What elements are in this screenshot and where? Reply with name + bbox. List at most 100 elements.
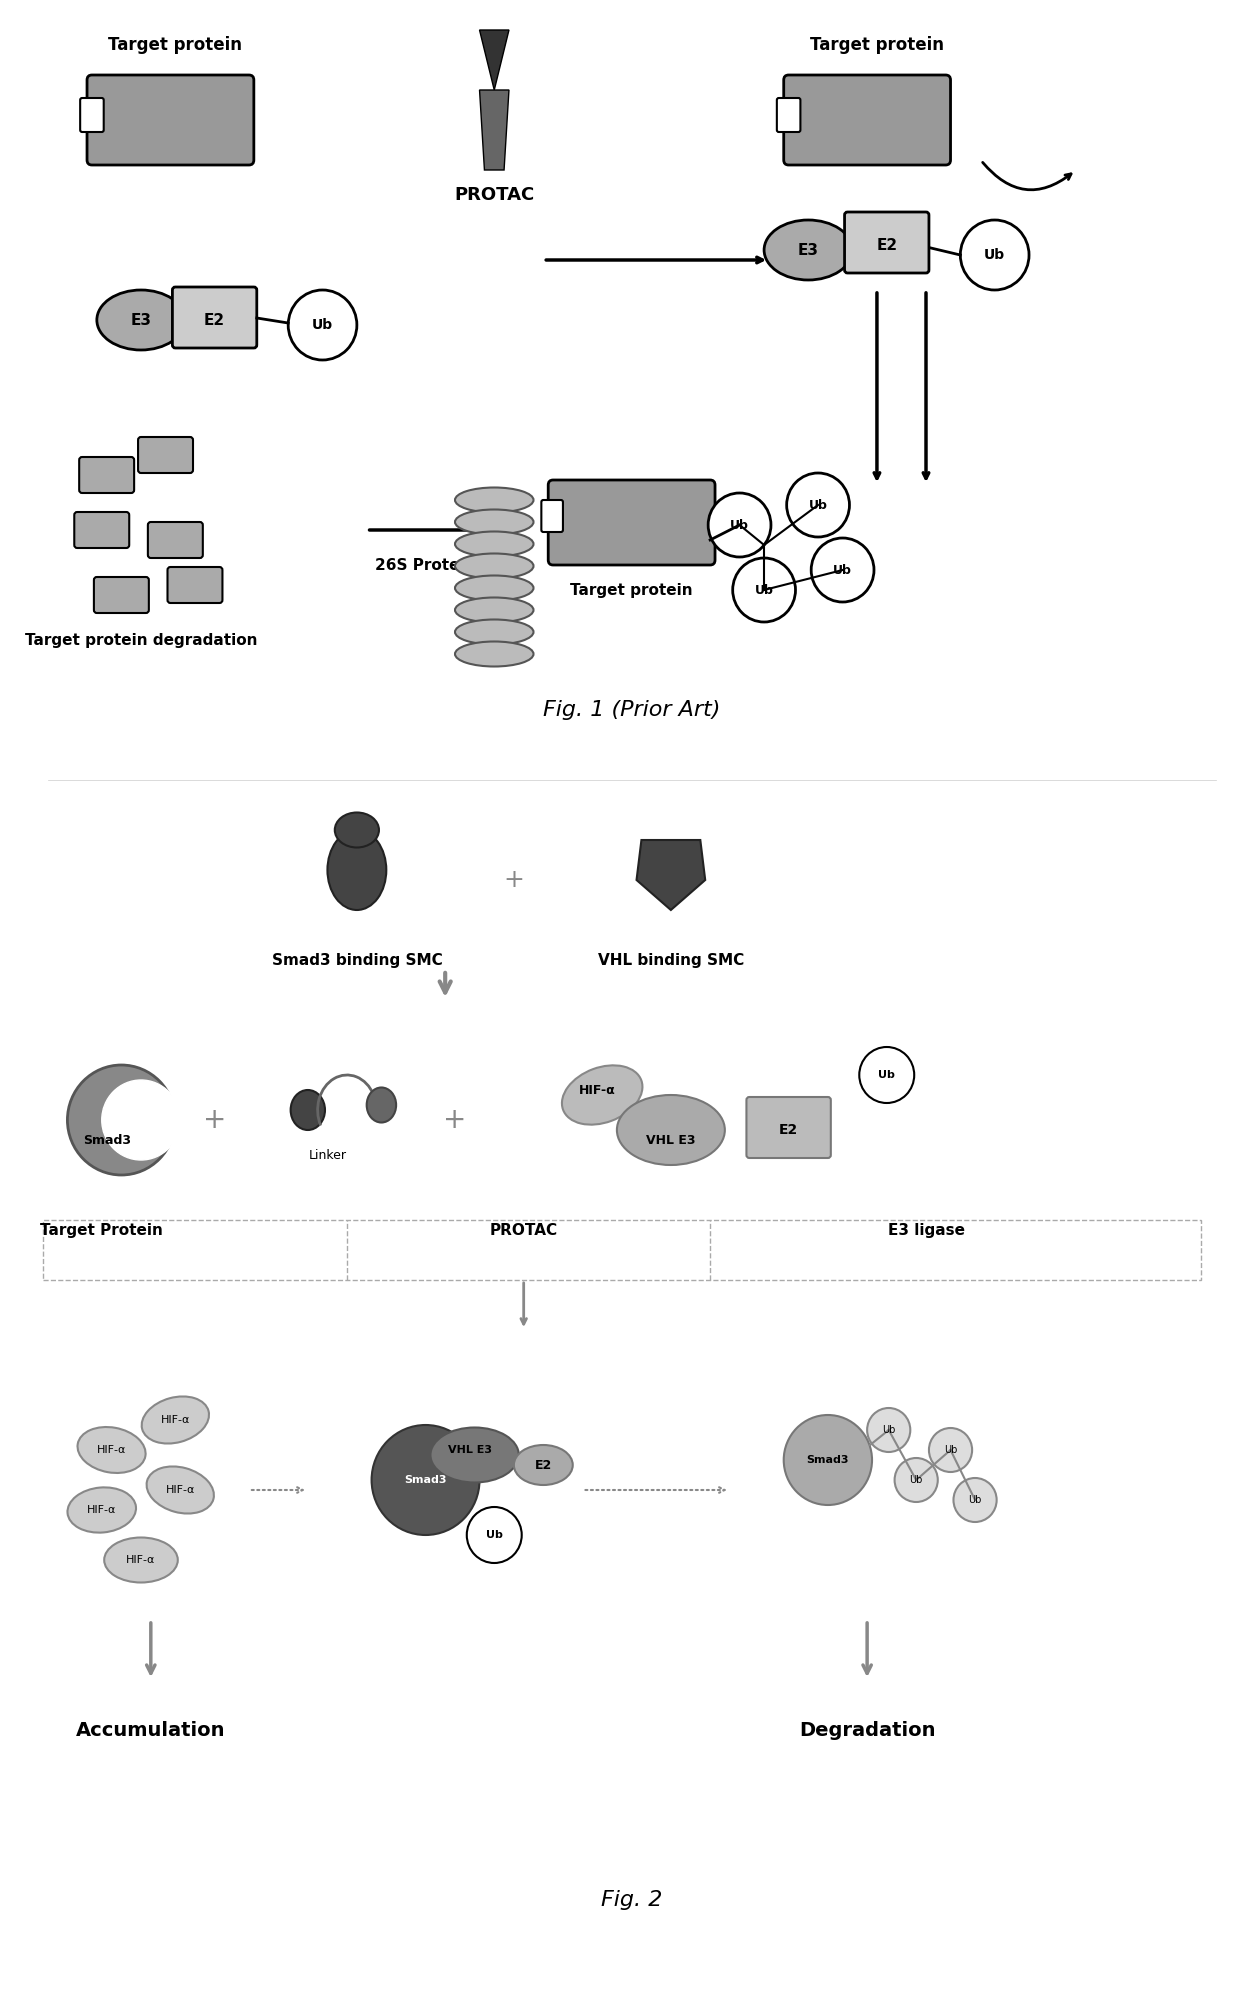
Text: Fig. 2: Fig. 2: [601, 1890, 662, 1910]
Text: Ub: Ub: [833, 564, 852, 576]
FancyBboxPatch shape: [87, 76, 254, 165]
FancyBboxPatch shape: [74, 512, 129, 548]
Text: +: +: [203, 1106, 226, 1133]
Text: HIF-α: HIF-α: [166, 1484, 195, 1496]
Text: 26S Proteasome: 26S Proteasome: [374, 558, 516, 572]
Text: Ub: Ub: [909, 1474, 923, 1484]
Text: Ub: Ub: [985, 247, 1006, 263]
Text: HIF-α: HIF-α: [87, 1506, 117, 1516]
Ellipse shape: [764, 219, 852, 281]
FancyBboxPatch shape: [148, 522, 203, 558]
Ellipse shape: [67, 1488, 136, 1532]
Ellipse shape: [290, 1090, 325, 1129]
Text: HIF-α: HIF-α: [579, 1084, 615, 1096]
Text: Ub: Ub: [878, 1070, 895, 1080]
Ellipse shape: [335, 813, 379, 847]
Text: Smad3: Smad3: [404, 1474, 446, 1484]
Circle shape: [784, 1414, 872, 1506]
Circle shape: [811, 538, 874, 602]
Text: E2: E2: [877, 237, 898, 253]
Circle shape: [67, 1066, 175, 1175]
Circle shape: [466, 1508, 522, 1564]
Text: E2: E2: [205, 313, 226, 327]
Text: Linker: Linker: [309, 1149, 346, 1161]
Text: PROTAC: PROTAC: [454, 185, 534, 203]
Circle shape: [954, 1478, 997, 1522]
Text: Target protein: Target protein: [108, 36, 242, 54]
Ellipse shape: [97, 291, 185, 351]
Text: +: +: [503, 869, 525, 892]
Ellipse shape: [78, 1426, 145, 1472]
Text: Ub: Ub: [312, 319, 334, 333]
Text: Target protein: Target protein: [570, 582, 693, 598]
Ellipse shape: [455, 641, 533, 667]
Text: Ub: Ub: [730, 518, 749, 532]
Text: Ub: Ub: [882, 1424, 895, 1434]
Text: Degradation: Degradation: [799, 1721, 935, 1739]
Text: Accumulation: Accumulation: [76, 1721, 226, 1739]
Ellipse shape: [367, 1088, 396, 1123]
Circle shape: [102, 1080, 180, 1159]
Ellipse shape: [455, 598, 533, 623]
Circle shape: [867, 1408, 910, 1452]
Ellipse shape: [513, 1444, 573, 1484]
Text: VHL E3: VHL E3: [448, 1444, 492, 1454]
Ellipse shape: [455, 532, 533, 556]
FancyBboxPatch shape: [542, 500, 563, 532]
Text: Target Protein: Target Protein: [41, 1223, 164, 1237]
Ellipse shape: [455, 510, 533, 534]
Polygon shape: [636, 841, 706, 910]
Ellipse shape: [327, 831, 387, 910]
Ellipse shape: [562, 1066, 642, 1125]
Text: HIF-α: HIF-α: [97, 1444, 126, 1454]
Polygon shape: [480, 90, 508, 169]
Text: E3 ligase: E3 ligase: [888, 1223, 965, 1237]
Text: VHL binding SMC: VHL binding SMC: [598, 952, 744, 968]
Text: E3: E3: [130, 313, 151, 327]
FancyBboxPatch shape: [548, 480, 715, 566]
Text: Ub: Ub: [968, 1496, 982, 1506]
Circle shape: [733, 558, 796, 622]
Circle shape: [929, 1428, 972, 1472]
FancyBboxPatch shape: [94, 578, 149, 614]
Circle shape: [894, 1458, 937, 1502]
Circle shape: [708, 492, 771, 558]
Polygon shape: [480, 30, 508, 90]
Ellipse shape: [455, 620, 533, 645]
Text: VHL E3: VHL E3: [646, 1133, 696, 1147]
Text: +: +: [444, 1106, 466, 1133]
Ellipse shape: [455, 554, 533, 578]
FancyBboxPatch shape: [79, 456, 134, 492]
Circle shape: [288, 291, 357, 361]
FancyBboxPatch shape: [746, 1098, 831, 1157]
Text: Smad3: Smad3: [807, 1454, 849, 1464]
Text: Ub: Ub: [486, 1530, 502, 1540]
FancyBboxPatch shape: [81, 98, 104, 131]
Text: E3: E3: [797, 243, 818, 257]
Ellipse shape: [430, 1428, 518, 1482]
FancyBboxPatch shape: [776, 98, 800, 131]
Circle shape: [960, 219, 1029, 291]
Text: Target protein degradation: Target protein degradation: [25, 633, 257, 647]
FancyBboxPatch shape: [784, 76, 951, 165]
Ellipse shape: [618, 1096, 725, 1165]
Text: Ub: Ub: [755, 584, 774, 596]
Text: E2: E2: [534, 1458, 552, 1472]
Circle shape: [859, 1048, 914, 1104]
Ellipse shape: [146, 1466, 215, 1514]
Text: Smad3: Smad3: [83, 1133, 130, 1147]
Text: Fig. 1 (Prior Art): Fig. 1 (Prior Art): [543, 699, 720, 719]
Text: Smad3 binding SMC: Smad3 binding SMC: [272, 952, 443, 968]
Text: HIF-α: HIF-α: [161, 1414, 190, 1424]
Text: Ub: Ub: [944, 1444, 957, 1454]
Text: Ub: Ub: [808, 498, 827, 512]
FancyBboxPatch shape: [167, 568, 222, 604]
Text: HIF-α: HIF-α: [126, 1556, 156, 1566]
Ellipse shape: [104, 1538, 177, 1582]
FancyBboxPatch shape: [844, 211, 929, 273]
FancyBboxPatch shape: [172, 287, 257, 349]
Text: PROTAC: PROTAC: [490, 1223, 558, 1237]
Ellipse shape: [141, 1396, 210, 1444]
Text: Target protein: Target protein: [810, 36, 944, 54]
Circle shape: [372, 1424, 480, 1536]
